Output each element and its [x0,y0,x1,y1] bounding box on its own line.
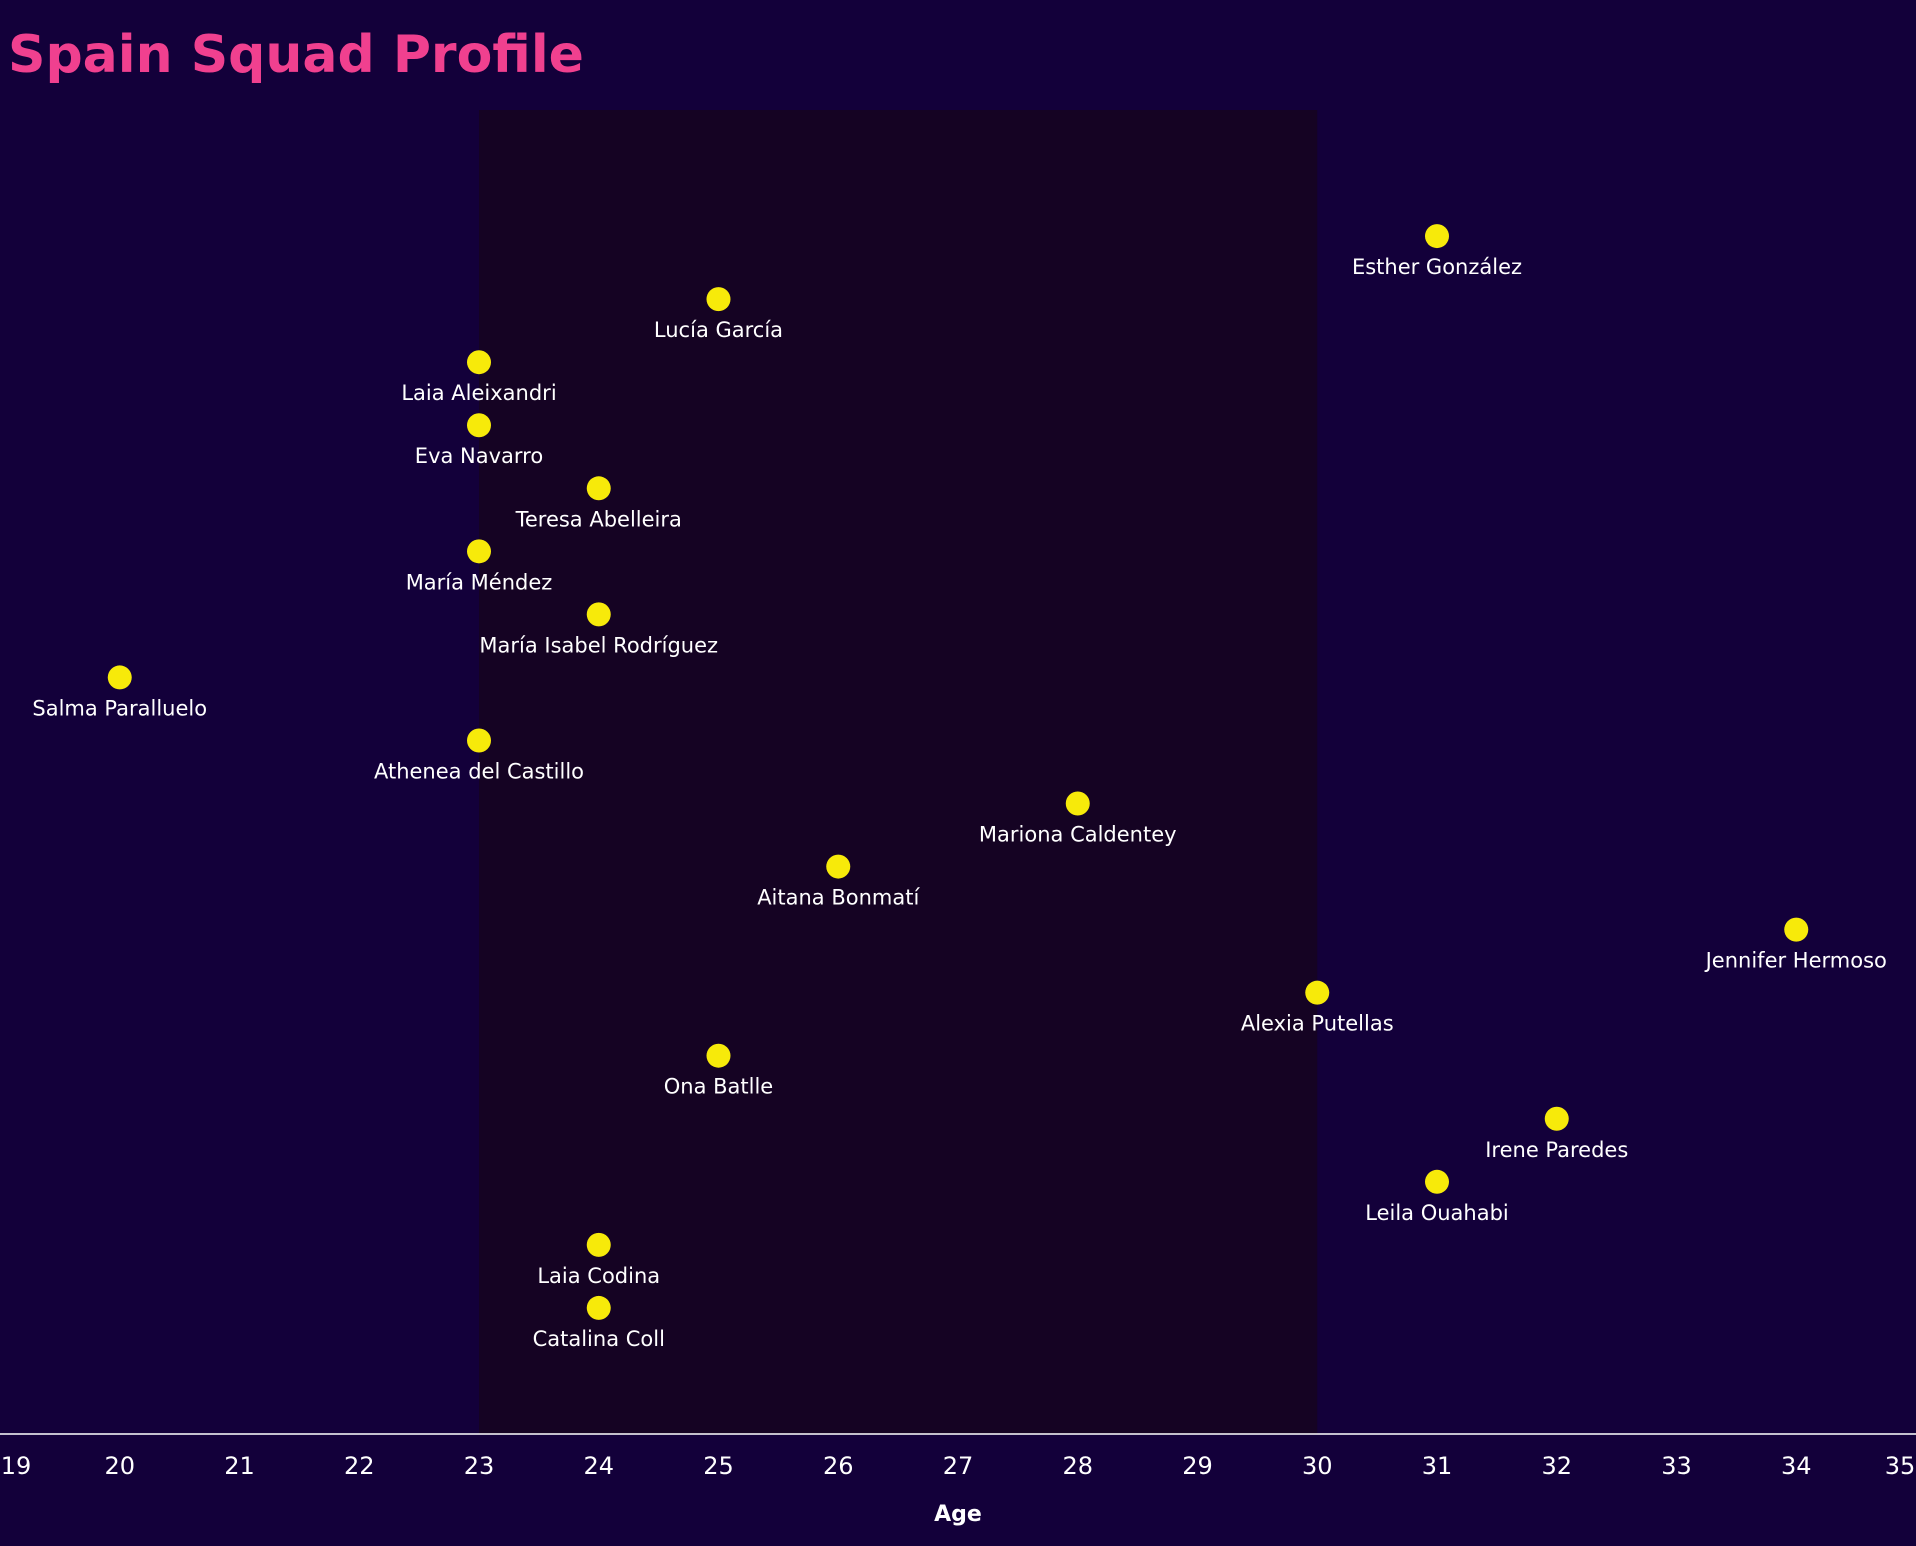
player-dot [706,1043,731,1068]
player-name: Lucía García [654,318,783,342]
player-dot [826,854,851,879]
player-name: María Isabel Rodríguez [479,633,718,657]
highlight-band [479,110,1318,1434]
player-name: Irene Paredes [1485,1138,1628,1162]
player-name: Laia Aleixandri [401,381,556,405]
player-dot [586,1232,611,1257]
player-dot [586,476,611,501]
player-dot [467,539,491,564]
x-tick-label: 23 [464,1452,495,1480]
player-name: María Méndez [406,570,553,594]
x-tick-label: 27 [943,1452,974,1480]
player-dot [586,602,611,627]
x-tick-label: 31 [1422,1452,1453,1480]
x-tick-label: 21 [224,1452,255,1480]
player-name: Laia Codina [537,1264,660,1288]
x-tick-label: 29 [1182,1452,1213,1480]
player-dot [107,665,132,690]
player-name: Athenea del Castillo [374,759,584,783]
player-name: Eva Navarro [415,444,543,468]
player-name: Mariona Caldentey [979,823,1177,847]
player-dot [1544,1106,1569,1131]
x-tick-label: 22 [344,1452,375,1480]
player-name: Ona Batlle [664,1075,773,1099]
player-dot [706,287,731,312]
x-axis-title: Age [934,1502,982,1527]
player-name: Aitana Bonmatí [757,886,920,910]
player-dot [1425,224,1449,249]
x-tick-label: 25 [703,1452,734,1480]
chart-title: Spain Squad Profile [8,25,584,85]
player-dot [1305,980,1330,1005]
x-tick-label: 30 [1302,1452,1333,1480]
player-dot [1065,791,1090,816]
player-name: Alexia Putellas [1241,1012,1394,1036]
player-name: Salma Paralluelo [32,696,207,720]
player-dot [1784,917,1809,942]
x-tick-label: 34 [1781,1452,1812,1480]
x-tick-label: 28 [1062,1452,1093,1480]
player-dot [467,728,491,753]
player-dot [586,1295,611,1320]
player-name: Esther González [1352,255,1522,279]
x-tick-label: 19 [1,1452,32,1480]
player-dot [467,413,491,438]
x-tick-label: 24 [583,1452,614,1480]
player-name: Jennifer Hermoso [1704,949,1887,973]
player-name: Leila Ouahabi [1365,1201,1509,1225]
x-tick-label: 26 [823,1452,854,1480]
x-tick-label: 33 [1661,1452,1692,1480]
player-dot [467,350,491,375]
player-name: Catalina Coll [533,1327,665,1351]
x-tick-label: 35 [1885,1452,1916,1480]
player-dot [1425,1169,1449,1194]
x-tick-label: 20 [104,1452,135,1480]
player-name: Teresa Abelleira [515,507,682,531]
x-tick-label: 32 [1541,1452,1572,1480]
